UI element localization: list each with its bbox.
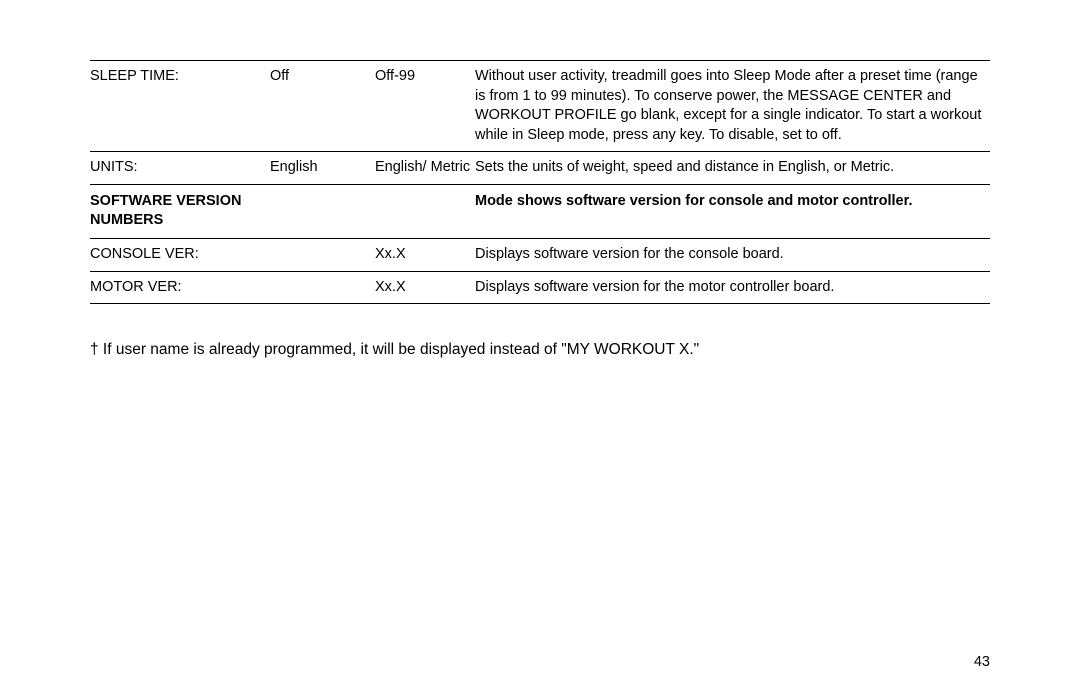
row-default: English [270,152,375,185]
row-label: SLEEP TIME: [90,61,270,152]
section-desc: Mode shows software version for console … [475,184,990,238]
row-range: Xx.X [375,238,475,271]
row-label: CONSOLE VER: [90,238,270,271]
row-range: Xx.X [375,271,475,304]
row-desc: Without user activity, treadmill goes in… [475,61,990,152]
row-desc: Sets the units of weight, speed and dist… [475,152,990,185]
section-label: SOFTWARE VERSION NUMBERS [90,184,270,238]
row-label: MOTOR VER: [90,271,270,304]
row-label: UNITS: [90,152,270,185]
row-default [270,271,375,304]
page-number: 43 [974,654,990,670]
row-default: Off [270,61,375,152]
row-range: Off-99 [375,61,475,152]
footnote: † If user name is already programmed, it… [90,340,990,360]
row-default [270,238,375,271]
settings-table: SLEEP TIME: Off Off-99 Without user acti… [90,60,990,304]
row-range: English/ Metric [375,152,475,185]
row-desc: Displays software version for the motor … [475,271,990,304]
row-desc: Displays software version for the consol… [475,238,990,271]
